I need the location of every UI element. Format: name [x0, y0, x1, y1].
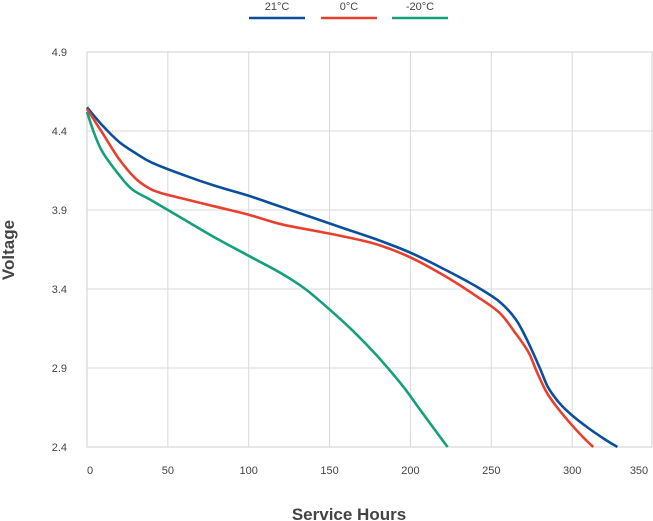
- legend: 21°C 0°C -20°C: [249, 1, 448, 20]
- y-tick-label: 4.4: [52, 126, 67, 138]
- x-tick-label: 350: [630, 465, 648, 477]
- y-tick-label: 4.9: [52, 47, 67, 59]
- y-axis-ticks: 2.4 2.9 3.4 3.9 4.4 4.9: [52, 47, 67, 454]
- x-tick-label: 200: [401, 465, 419, 477]
- legend-label: 0°C: [340, 1, 359, 13]
- x-axis-title: Service Hours: [292, 505, 406, 521]
- y-axis-title: Voltage: [0, 220, 18, 280]
- x-tick-label: 150: [320, 465, 338, 477]
- series-lines: [85, 106, 619, 449]
- legend-label: 21°C: [265, 1, 290, 13]
- x-tick-label: 250: [482, 465, 500, 477]
- y-tick-label: 3.4: [52, 284, 67, 296]
- y-tick-label: 2.9: [52, 363, 67, 375]
- x-tick-label: 50: [162, 465, 174, 477]
- x-tick-label: 100: [240, 465, 258, 477]
- legend-label: -20°C: [406, 1, 434, 13]
- y-tick-label: 2.4: [52, 442, 67, 454]
- x-tick-label: 0: [87, 465, 93, 477]
- plot-frame: [86, 51, 653, 448]
- grid: [87, 52, 653, 447]
- y-tick-label: 3.9: [52, 205, 67, 217]
- series-line-2: [85, 111, 449, 448]
- x-axis-ticks: 0 50 100 150 200 250 300 350: [87, 465, 648, 477]
- series-line-0: [86, 106, 619, 449]
- series-line-1: [85, 108, 595, 448]
- x-tick-label: 300: [563, 465, 581, 477]
